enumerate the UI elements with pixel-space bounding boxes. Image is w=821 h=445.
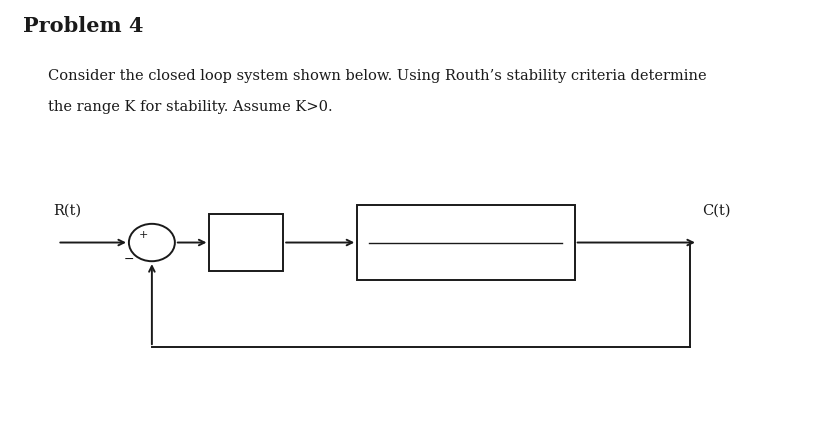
Text: +: + bbox=[139, 230, 149, 240]
Bar bbox=[209, 214, 283, 271]
Text: Problem 4: Problem 4 bbox=[23, 16, 144, 36]
Text: $K$: $K$ bbox=[239, 234, 254, 251]
Text: $s-2$: $s-2$ bbox=[449, 219, 483, 233]
Text: Consider the closed loop system shown below. Using Routh’s stability criteria de: Consider the closed loop system shown be… bbox=[48, 69, 706, 83]
Text: R(t): R(t) bbox=[53, 204, 81, 218]
Text: C(t): C(t) bbox=[702, 204, 731, 218]
Text: the range Κ for stability. Assume Κ>0.: the range Κ for stability. Assume Κ>0. bbox=[48, 100, 333, 114]
Text: −: − bbox=[124, 253, 134, 266]
Bar bbox=[357, 205, 575, 280]
Text: $(s+1)(s^2+6s+25)$: $(s+1)(s^2+6s+25)$ bbox=[400, 253, 532, 271]
